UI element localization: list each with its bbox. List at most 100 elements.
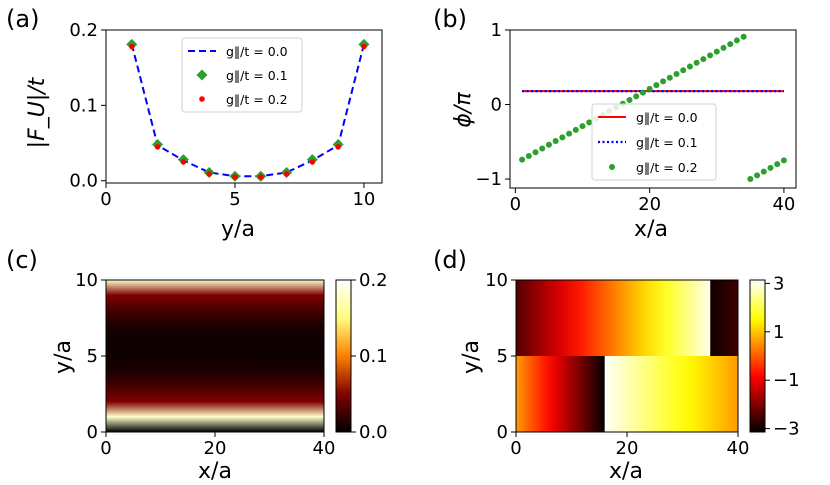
panel-d-colorbar-tick-label: −3 [773,419,800,440]
panel-b-ylabel: ϕ/π [451,92,476,128]
panel-a-xtick-label: 10 [352,189,375,210]
panel-c-ytick-label: 10 [75,270,98,291]
panel-b-series-2-point [539,145,546,152]
panel-a-series-0-line [130,44,365,178]
panel-b-series-2-point [754,172,761,179]
panel-a-xlabel: y/a [221,217,255,242]
panel-a-legend-handle-1 [196,69,208,81]
panel-b-series-2-point [693,59,700,66]
panel-d-heatmap-region [604,356,738,432]
panel-a-series-2-point [257,174,264,180]
panel-b-series-2-point [566,130,573,137]
panel-c-xtick-label: 40 [313,438,336,459]
panel-b-series-2-point [559,134,566,141]
panel-b-series-2-point [572,126,579,133]
panel-d-heatmap-region [710,280,738,356]
panel-d-xtick-label: 20 [616,438,639,459]
panel-label-b: (b) [433,5,467,33]
panel-a-frame [105,29,383,184]
panel-a-ytick-label: 0.2 [69,20,98,41]
panel-c-colorbar-tick-label: 0.2 [359,270,388,291]
panel-d-ylabel: y/a [459,340,484,374]
panel-b-series-2-point [760,168,767,175]
panel-b-legend-label: g‖/t = 0.1 [636,135,698,150]
panel-b-series-2-point [700,56,707,63]
panel-b-legend-handle-2 [609,164,615,170]
panel-b-series-2-point [660,78,667,85]
panel-b-series-2-point [707,52,714,59]
panel-d-xtick-label: 40 [727,438,750,459]
panel-b-ytick-label: −1 [475,169,502,190]
panel-d-xtick-label: 0 [510,438,521,459]
panel-b-series-2-point [686,63,693,70]
panel-d-heatmap-region [516,356,605,432]
panel-b-series-2-point [633,93,640,100]
panel-a-xtick-label: 0 [100,189,111,210]
panel-a-series-2-point [361,43,367,50]
panel-b-series-2-point [519,156,526,163]
panel-b-series-2-point [532,149,539,156]
panel-b-series-2-point [626,97,633,104]
panel-b-series-2-point [653,82,660,89]
panel-d-xlabel: x/a [609,459,643,484]
panel-a-legend-label: g‖/t = 0.2 [226,92,288,107]
panel-b-ytick-label: 1 [491,20,502,41]
panel-c-ytick-label: 0 [87,422,98,443]
panel-a-legend-label: g‖/t = 0.0 [226,44,288,59]
panel-b-series-2-point [720,44,727,51]
panel-c-heatmap [106,280,324,432]
panel-b-series-2-point [780,157,787,164]
panel-b-series-2-point [639,89,646,96]
panel-b-series-2-point [666,74,673,81]
panel-c-colorbar-tick-label: 0.1 [359,346,388,367]
panel-a-series-2-point [335,144,341,150]
panel-b-series-2-point [680,67,687,74]
panel-a-legend-box [181,37,303,113]
panel-a-ylabel: |F_U|/t [25,76,50,148]
panel-a-legend-handle-2 [199,96,205,102]
panel-d-heatmap-region [516,280,711,356]
panel-b-series-2-point [579,123,586,130]
panel-c-xlabel: x/a [198,459,232,484]
panel-b-xtick-label: 40 [772,194,795,215]
panel-c-ylabel: y/a [51,340,76,374]
panel-label-a: (a) [6,5,39,33]
panel-c-colorbar [335,279,352,433]
panel-b-legend-box [591,103,717,181]
panel-b-series-2-point [586,119,593,126]
panel-a-series-2-point [128,43,135,50]
panel-b-legend-label: g‖/t = 0.0 [636,110,698,125]
panel-label-d: (d) [433,246,467,274]
panel-b-series-2-point [713,48,720,55]
panel-a-xtick-label: 5 [229,189,240,210]
panel-a-series-2-point [154,144,161,150]
panel-b-series-2-point [740,33,747,40]
panel-b-series-2-point [673,70,680,77]
panel-d-ytick-label: 0 [497,422,508,443]
panel-b-frame [509,29,797,189]
panel-b-series-2-point [774,161,781,168]
panel-b-series-2-point [767,164,774,171]
panel-d-colorbar-tick-label: 3 [773,273,784,294]
panel-b-series-2-point [727,41,734,48]
plot-layer: 0 5 100.00.10.2g‖/t = 0.0g‖/t = 0.1g‖/t = … [69,20,799,459]
panel-c-xtick-label: 20 [204,438,227,459]
panel-a-ytick-label: 0.0 [69,171,98,192]
panel-a-ytick-label: 0.1 [69,95,98,116]
panel-b-series-2-point [545,141,552,148]
panel-a-series-2-point [283,171,290,177]
panel-b-legend-label: g‖/t = 0.2 [636,160,698,175]
panel-d-ytick-label: 5 [497,346,508,367]
panel-a-series-2-point [180,159,187,165]
panel-d-colorbar [749,279,766,433]
panel-label-c: (c) [6,246,38,274]
panel-a-series-2-point [232,174,238,180]
panel-d-ytick-label: 10 [485,270,508,291]
panel-b-series-2-point [646,85,653,92]
panel-a-series-2-point [206,171,212,177]
panel-b-xlabel: x/a [634,217,668,242]
panel-b-series-2-point [747,176,754,183]
panel-b-series-2-point [733,37,740,44]
panel-b-xtick-label: 0 [510,194,521,215]
